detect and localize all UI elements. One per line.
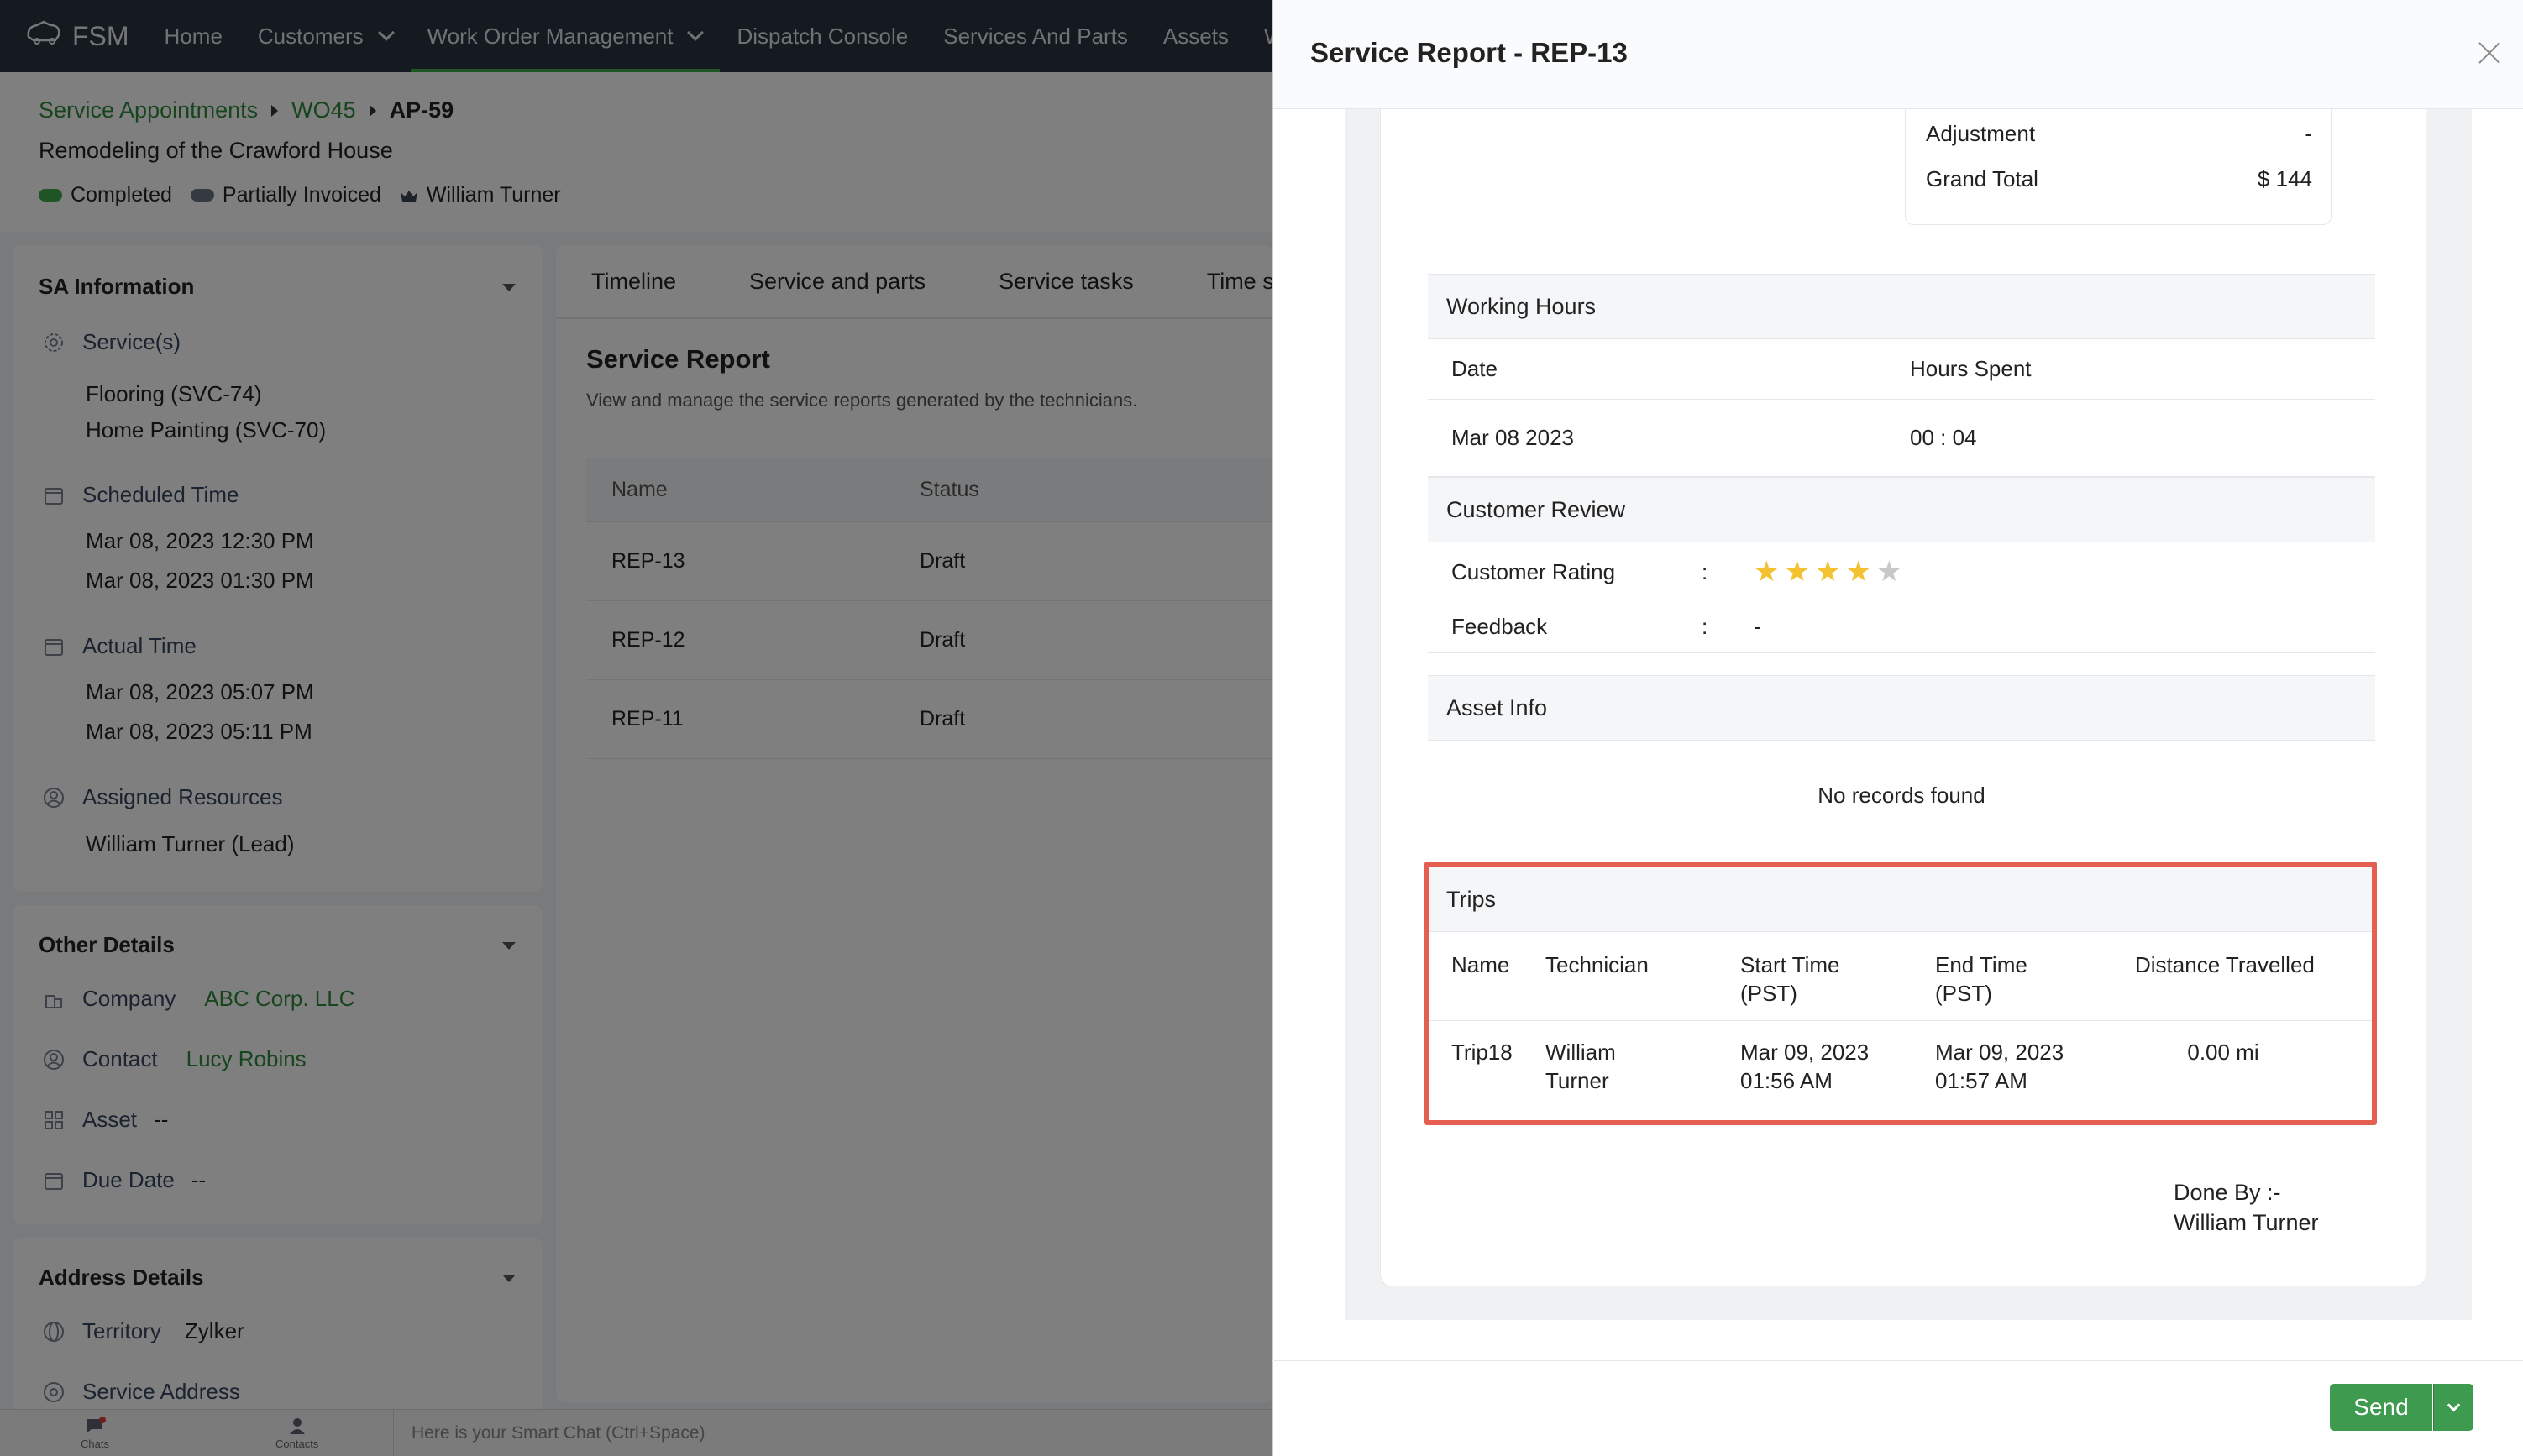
star-filled-icon: ★: [1754, 556, 1780, 588]
modal-header: Service Report - REP-13: [1273, 0, 2523, 109]
trip-end-column: End Time (PST): [1935, 952, 2027, 1006]
star-filled-icon: ★: [1814, 556, 1841, 588]
trips-highlight: [1424, 862, 2377, 1125]
adjustment-value: -: [2305, 121, 2312, 146]
feedback-row: Feedback : -: [1428, 601, 2375, 653]
feedback-label: Feedback: [1451, 614, 1548, 639]
grand-total-row: Grand Total $ 144: [1926, 166, 2312, 192]
working-hours-section: Working Hours Date Hours Spent Mar 08 20…: [1428, 274, 2375, 477]
send-options-button[interactable]: [2433, 1384, 2473, 1431]
modal-body[interactable]: Adjustment - Grand Total $ 144 Working H…: [1345, 109, 2472, 1320]
close-icon[interactable]: [2477, 40, 2502, 65]
working-hours-row: Mar 08 2023 00 : 04: [1428, 400, 2375, 477]
trip-distance-column: Distance Travelled: [2135, 952, 2315, 977]
work-date: Mar 08 2023: [1451, 425, 1574, 450]
service-report-modal: Service Report - REP-13 Adjustment - Gra…: [1272, 0, 2523, 1456]
done-by: Done By :- William Turner: [2174, 1177, 2319, 1238]
trip-row: Trip18 William Turner Mar 09, 2023 01:56…: [1428, 1021, 2375, 1113]
modal-title: Service Report - REP-13: [1310, 37, 1628, 68]
star-empty-icon: ★: [1875, 556, 1902, 588]
star-filled-icon: ★: [1845, 556, 1871, 588]
trips-section: Trips Name Technician Start Time (PST) E…: [1428, 867, 2375, 1113]
asset-info-title: Asset Info: [1428, 675, 2375, 741]
done-by-label: Done By :-: [2174, 1180, 2281, 1205]
modal-footer-divider: [1272, 1360, 2523, 1361]
trip-name: Trip18: [1451, 1040, 1513, 1065]
trips-header: Name Technician Start Time (PST) End Tim…: [1428, 932, 2375, 1021]
trip-end: Mar 09, 2023 01:57 AM: [1935, 1040, 2064, 1093]
customer-review-section: Customer Review Customer Rating : ★ ★ ★ ★ ★ …: [1428, 477, 2375, 653]
customer-rating-label: Customer Rating: [1451, 558, 1616, 584]
separator-colon: :: [1702, 614, 1708, 639]
rating-stars: ★ ★ ★ ★ ★: [1754, 558, 1901, 586]
asset-info-empty: No records found: [1818, 782, 1985, 808]
separator-colon: :: [1702, 558, 1708, 584]
working-hours-title: Working Hours: [1428, 274, 2375, 339]
trip-technician: William Turner: [1545, 1040, 1616, 1093]
star-filled-icon: ★: [1784, 556, 1810, 588]
done-by-name: William Turner: [2174, 1210, 2319, 1235]
asset-info-section: Asset Info No records found: [1428, 675, 2375, 850]
feedback-value: -: [1754, 614, 1761, 639]
trip-technician-column: Technician: [1545, 952, 1649, 977]
modal-backdrop[interactable]: [0, 0, 1272, 1456]
customer-review-title: Customer Review: [1428, 477, 2375, 542]
send-button[interactable]: Send: [2330, 1384, 2432, 1431]
date-column: Date: [1451, 356, 1498, 381]
hours-spent: 00 : 04: [1910, 425, 1977, 450]
customer-rating-row: Customer Rating : ★ ★ ★ ★ ★: [1428, 542, 2375, 601]
working-hours-header: Date Hours Spent: [1428, 339, 2375, 400]
trip-start: Mar 09, 2023 01:56 AM: [1740, 1040, 1870, 1093]
adjustment-label: Adjustment: [1926, 121, 2036, 146]
totals-box: Adjustment - Grand Total $ 144: [1905, 109, 2332, 225]
trips-title: Trips: [1428, 867, 2375, 932]
trip-distance: 0.00 mi: [2187, 1040, 2259, 1065]
grand-total-value: $ 144: [2257, 166, 2312, 191]
trip-name-column: Name: [1451, 952, 1510, 977]
trip-start-column: Start Time (PST): [1740, 952, 1840, 1006]
grand-total-label: Grand Total: [1926, 166, 2038, 191]
hours-spent-column: Hours Spent: [1910, 356, 2032, 381]
adjustment-row: Adjustment -: [1926, 121, 2312, 147]
chevron-down-icon: [2447, 1398, 2461, 1411]
report-document: Adjustment - Grand Total $ 144 Working H…: [1380, 109, 2426, 1286]
